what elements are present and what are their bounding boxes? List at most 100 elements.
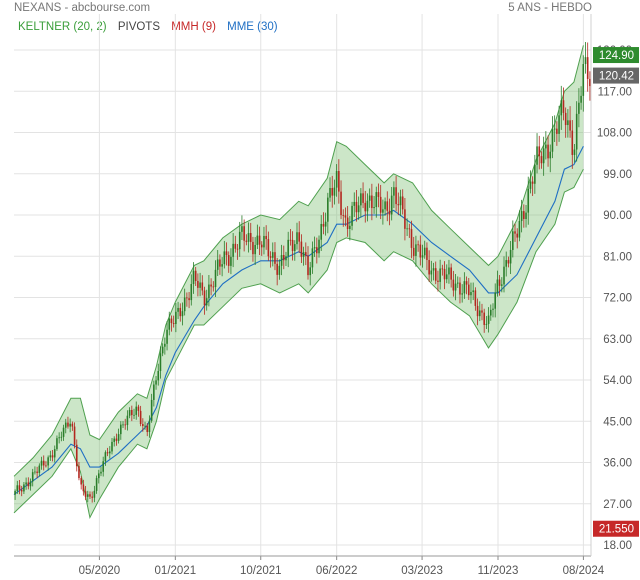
candle-body <box>254 244 256 255</box>
candle-body <box>461 293 463 295</box>
candle <box>582 55 585 112</box>
candle <box>489 304 492 321</box>
candle <box>437 270 439 292</box>
candle <box>384 197 386 216</box>
candle-body <box>534 164 536 184</box>
legend-pivots[interactable]: PIVOTS <box>117 21 161 33</box>
candle <box>159 346 162 379</box>
low-price-tag-bg <box>593 520 639 537</box>
candle-body <box>62 427 65 437</box>
candle <box>188 291 190 309</box>
candle-body <box>274 252 276 264</box>
y-tick-label: 45.00 <box>603 416 632 428</box>
candle-body <box>34 471 36 473</box>
legend-mme[interactable]: MME (30) <box>227 21 278 33</box>
candle <box>260 241 263 256</box>
candle <box>571 120 574 169</box>
candle-body <box>501 284 503 286</box>
candle <box>69 418 71 433</box>
candle <box>305 242 307 266</box>
candle-body <box>494 292 497 309</box>
keltner-lower <box>13 168 584 519</box>
candle-body <box>518 221 521 238</box>
candle <box>115 433 118 446</box>
candle <box>53 445 56 463</box>
candle-body <box>212 286 215 288</box>
candle-body <box>289 239 292 241</box>
candle <box>62 424 65 441</box>
candle-body <box>60 436 63 438</box>
candle-body <box>390 195 393 215</box>
candle-body <box>91 496 93 498</box>
candle <box>538 135 541 170</box>
candle <box>133 408 135 420</box>
candle <box>192 262 195 294</box>
candle-body <box>69 423 71 427</box>
candle <box>496 270 499 297</box>
candle <box>322 212 325 235</box>
candle <box>434 261 437 285</box>
candle <box>282 245 285 270</box>
candle-body <box>227 255 230 266</box>
legend-mmh[interactable]: MMH (9) <box>171 21 216 33</box>
low-price-tag-value: 21.550 <box>599 524 634 536</box>
x-tick-label: 11/2023 <box>478 565 519 577</box>
candle <box>340 180 342 220</box>
candle <box>20 485 23 497</box>
candle-body <box>73 426 76 445</box>
candle-body <box>181 311 184 317</box>
candle-body <box>291 239 294 252</box>
candle <box>573 143 576 163</box>
candle <box>16 480 19 494</box>
candle-body <box>305 252 307 256</box>
candle <box>494 283 497 318</box>
candle-body <box>49 455 52 458</box>
candle-body <box>53 449 56 458</box>
candle-body <box>133 414 135 416</box>
prev-price-tag-bg <box>593 67 639 84</box>
candle <box>197 273 199 297</box>
candle-body <box>459 282 461 295</box>
candle-body <box>423 247 426 256</box>
candle <box>302 246 305 266</box>
candle <box>172 315 175 328</box>
candle <box>47 455 49 471</box>
candle-body <box>45 465 47 467</box>
candle-body <box>450 267 452 280</box>
candle <box>386 191 389 222</box>
candle-body <box>441 268 444 270</box>
legend-keltner[interactable]: KELTNER (20, 2) <box>18 21 107 33</box>
candle-body <box>106 452 109 454</box>
candle-body <box>20 489 23 492</box>
candle-body <box>456 282 459 284</box>
candle-body <box>412 247 415 256</box>
candle <box>157 363 160 386</box>
y-tick-label: 54.00 <box>603 375 632 387</box>
candle-body <box>221 264 223 267</box>
candle-body <box>489 309 492 316</box>
candle-body <box>351 205 353 226</box>
x-tick-label: 06/2022 <box>316 565 358 577</box>
candle-body <box>157 370 160 381</box>
y-tick-label: 18.00 <box>603 540 632 552</box>
candle-body <box>375 192 378 207</box>
candle-body <box>71 423 74 427</box>
candle-body <box>159 353 162 371</box>
candle <box>95 475 98 494</box>
candle <box>219 254 221 275</box>
candle <box>80 476 82 490</box>
candle-body <box>276 263 278 275</box>
candle-body <box>95 478 98 491</box>
candle <box>42 455 45 471</box>
candle-body <box>562 100 565 113</box>
candle <box>448 259 450 284</box>
candle-body <box>51 455 54 458</box>
candle <box>584 42 587 74</box>
candle-body <box>183 297 186 312</box>
candle-body <box>144 425 146 427</box>
candle-body <box>164 343 166 347</box>
candle-body <box>478 310 481 317</box>
candle-body <box>545 144 547 149</box>
candle <box>117 428 120 444</box>
candle-body <box>161 346 164 354</box>
